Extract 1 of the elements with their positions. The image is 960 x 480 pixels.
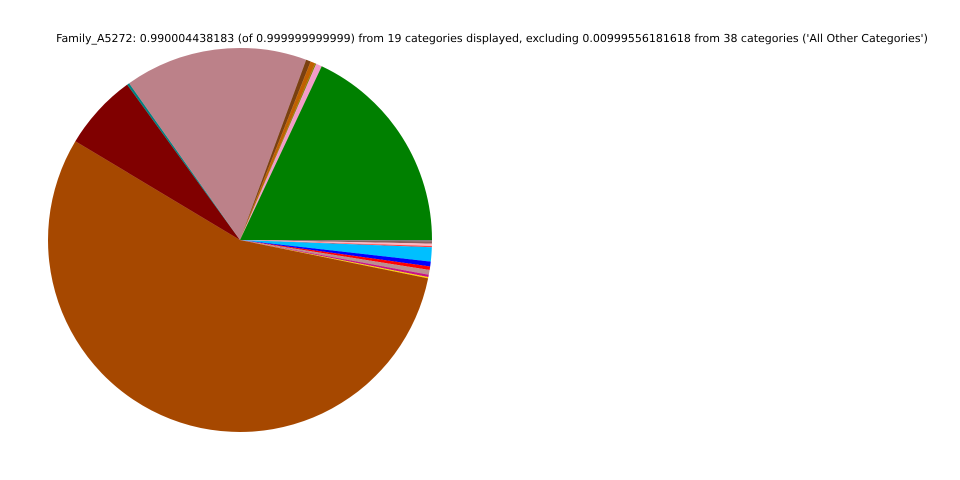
text: Family_A5272: 0.990004438183 (of 0.999999999999) from 19 categories displayed, excluding 0.00999556181618 from 38 categories ('All Other Categories') (56, 32, 928, 45)
